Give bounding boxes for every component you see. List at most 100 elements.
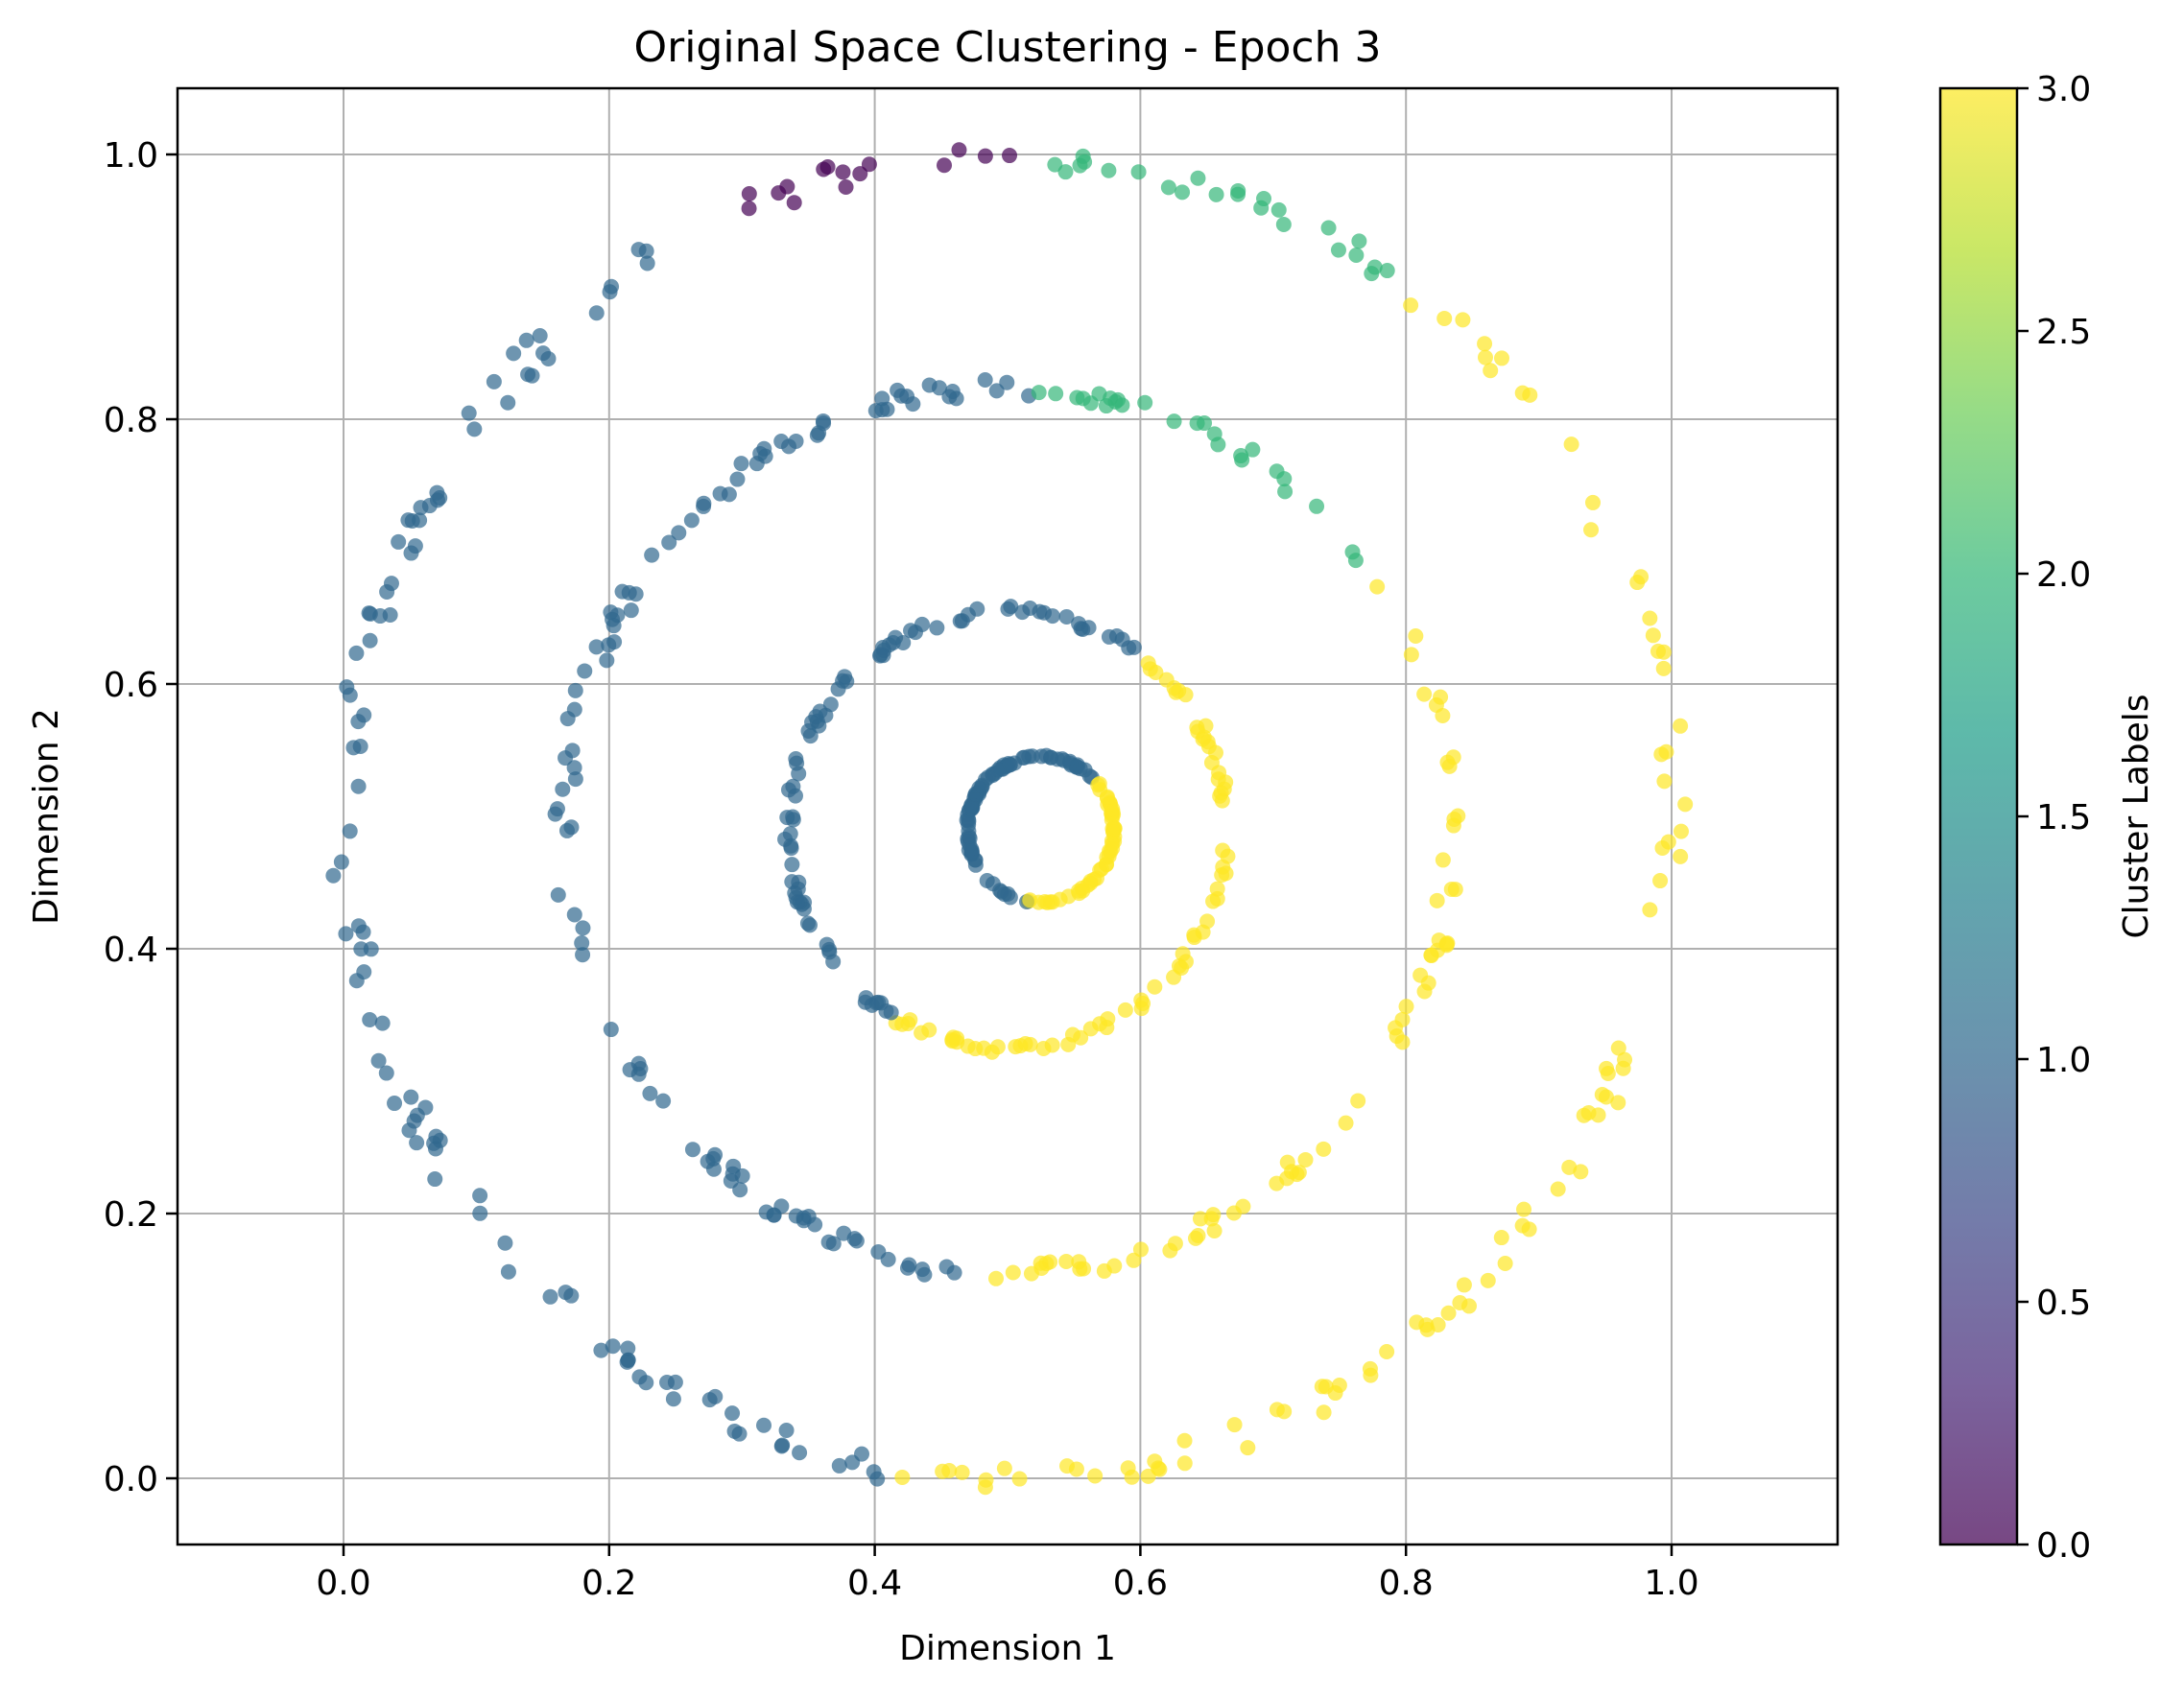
scatter-point (1610, 1095, 1626, 1111)
scatter-point (342, 823, 358, 839)
scatter-point (961, 828, 977, 844)
scatter-point (588, 305, 605, 321)
scatter-point (1188, 1230, 1204, 1246)
scatter-point (792, 1445, 808, 1461)
scatter-point (1142, 661, 1158, 677)
scatter-point (1216, 781, 1232, 797)
scatter-point (800, 722, 817, 739)
grid-lines (178, 88, 1838, 1545)
scatter-point (1633, 569, 1650, 585)
scatter-point (472, 1205, 488, 1221)
scatter-point (1673, 823, 1689, 839)
scatter-point (1412, 967, 1429, 983)
scatter-point (603, 1022, 619, 1038)
scatter-point (325, 867, 342, 884)
scatter-point (880, 1251, 896, 1267)
scatter-point (864, 997, 880, 1013)
scatter-point (788, 751, 804, 767)
scatter-point (701, 1392, 718, 1408)
scatter-point (852, 166, 868, 182)
scatter-point (861, 156, 877, 173)
scatter-point (954, 613, 970, 629)
scatter-point (338, 926, 354, 942)
scatter-point (1099, 849, 1115, 865)
scatter-point (409, 1135, 425, 1151)
x-axis-label: Dimension 1 (899, 1629, 1116, 1668)
scatter-point (518, 332, 534, 348)
scatter-point (1408, 627, 1424, 644)
scatter-point (1044, 608, 1060, 625)
scatter-point (593, 1342, 609, 1358)
scatter-point (988, 383, 1005, 399)
scatter-point (622, 1062, 638, 1078)
scatter-point (1209, 881, 1225, 897)
scatter-point (1379, 263, 1395, 279)
scatter-point (1316, 1404, 1332, 1421)
scatter-point (1652, 873, 1669, 889)
scatter-point (1014, 604, 1031, 621)
scatter-point (1645, 627, 1661, 644)
scatter-point (809, 427, 825, 443)
scatter-point (741, 200, 757, 217)
y-tick-label: 0.8 (104, 401, 158, 440)
scatter-point (601, 637, 617, 653)
y-axis-ticks: 0.0 0.2 0.4 0.6 0.8 1.0 (104, 136, 178, 1499)
scatter-point (1276, 471, 1293, 487)
scatter-point (1101, 162, 1117, 178)
scatter-point (1653, 746, 1670, 763)
scatter-point (1099, 1020, 1115, 1036)
scatter-point (781, 438, 797, 455)
y-tick-label: 0.6 (104, 666, 158, 705)
scatter-point (1477, 349, 1493, 366)
scatter-point (1600, 1066, 1616, 1082)
scatter-point (1022, 892, 1038, 908)
scatter-point (1584, 494, 1601, 510)
scatter-point (567, 771, 583, 788)
scatter-point (558, 822, 575, 838)
scatter-point (605, 1338, 621, 1355)
scatter-point (1210, 436, 1226, 453)
scatter-point (1561, 1159, 1578, 1175)
colorbar-tick-label: 3.0 (2036, 70, 2091, 109)
scatter-point (665, 1391, 681, 1407)
scatter-point (1108, 627, 1125, 644)
scatter-point (967, 786, 984, 802)
scatter-point (1439, 754, 1456, 770)
scatter-point (1207, 744, 1223, 761)
scatter-point (1106, 820, 1123, 837)
scatter-point (1403, 297, 1419, 314)
scatter-point (350, 918, 367, 934)
scatter-point (1493, 1230, 1509, 1246)
x-tick-label: 0.2 (582, 1564, 636, 1603)
scatter-point (379, 583, 395, 600)
scatter-point (684, 1142, 700, 1158)
scatter-point (938, 1259, 955, 1275)
scatter-point (1011, 1471, 1028, 1487)
scatter-point (1366, 259, 1383, 275)
scatter-point (403, 545, 419, 561)
scatter-point (1583, 522, 1600, 538)
scatter-point (520, 366, 536, 383)
scatter-point (542, 1288, 558, 1305)
scatter-point (1493, 350, 1509, 366)
scatter-point (1456, 1277, 1472, 1293)
scatter-point (876, 642, 892, 658)
scatter-point (1031, 385, 1047, 401)
scatter-point (1230, 182, 1246, 199)
scatter-point (914, 1025, 930, 1041)
scatter-point (1176, 1455, 1193, 1472)
scatter-point (461, 405, 477, 421)
scatter-point (1225, 1205, 1242, 1221)
scatter-point (1003, 599, 1019, 615)
scatter-point (1099, 789, 1115, 805)
scatter-point (1642, 610, 1658, 626)
scatter-point (486, 373, 502, 389)
scatter-point (1226, 1417, 1243, 1433)
x-tick-label: 0.4 (847, 1564, 902, 1603)
scatter-point (623, 602, 639, 619)
scatter-point (1190, 170, 1206, 186)
scatter-point (801, 917, 818, 933)
scatter-point (784, 857, 800, 873)
scatter-point (1316, 1141, 1332, 1157)
